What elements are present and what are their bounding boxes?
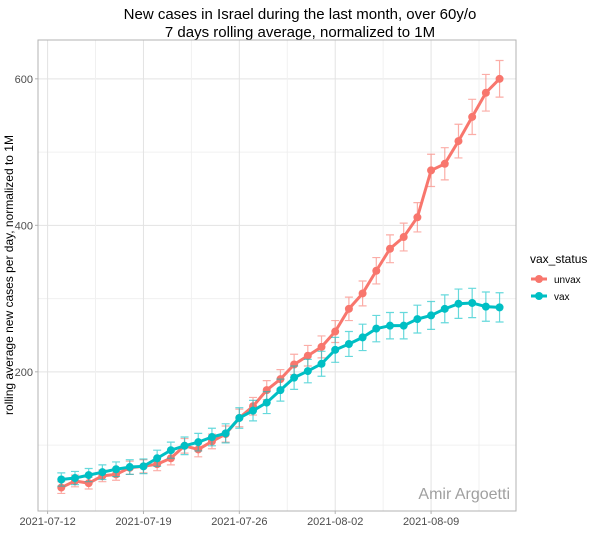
data-point (468, 112, 477, 121)
data-point (303, 367, 312, 376)
data-point (57, 475, 66, 484)
chart-subtitle: 7 days rolling average, normalized to 1M (165, 24, 435, 41)
data-point (221, 429, 230, 438)
data-point (454, 137, 463, 146)
data-point (413, 315, 422, 324)
legend-label: vax (554, 292, 570, 303)
data-point (454, 299, 463, 308)
data-point (344, 339, 353, 348)
legend: vax_status unvax vax (530, 252, 587, 303)
data-point (180, 441, 189, 450)
data-point (344, 304, 353, 313)
data-point (98, 468, 107, 477)
data-point (194, 438, 203, 447)
x-tick-label: 2021-07-19 (115, 516, 171, 528)
panel-border (37, 39, 517, 512)
data-point (385, 321, 394, 330)
data-point (112, 465, 121, 474)
y-tick-label: 600 (15, 74, 33, 86)
data-point (358, 289, 367, 298)
data-point (481, 88, 490, 97)
data-point (262, 398, 271, 407)
series-line-unvax (60, 77, 501, 489)
data-point (303, 351, 312, 360)
data-point (495, 74, 504, 83)
series-unvax (57, 59, 504, 495)
data-point (495, 303, 504, 312)
data-point (413, 213, 422, 222)
data-point (153, 454, 162, 463)
data-point (440, 159, 449, 168)
data-point (317, 342, 326, 351)
data-point (331, 345, 340, 354)
data-point (385, 244, 394, 253)
data-point (70, 474, 79, 483)
data-point (372, 266, 381, 275)
y-tick-label: 400 (15, 220, 33, 232)
x-tick-label: 2021-07-26 (211, 516, 267, 528)
data-point (468, 298, 477, 307)
data-point (358, 333, 367, 342)
data-point (372, 324, 381, 333)
x-tick-label: 2021-07-12 (19, 516, 75, 528)
data-point (399, 321, 408, 330)
data-point (427, 311, 436, 320)
data-point (235, 413, 244, 422)
series-vax (57, 287, 504, 487)
data-point (440, 304, 449, 313)
x-tick-label: 2021-08-09 (403, 516, 459, 528)
data-point (139, 462, 148, 471)
y-tick-label: 200 (15, 367, 33, 379)
legend-key-point (535, 292, 543, 300)
data-point (166, 446, 175, 455)
data-point (317, 359, 326, 368)
legend-label: unvax (554, 275, 581, 286)
x-tick-label: 2021-08-02 (307, 516, 363, 528)
data-point (207, 433, 216, 442)
data-point (399, 233, 408, 242)
chart-title: New cases in Israel during the last mont… (124, 6, 477, 23)
data-point (427, 166, 436, 175)
data-point (125, 463, 134, 472)
legend-title: vax_status (530, 252, 587, 266)
data-point (84, 471, 93, 480)
axes: 200 400 600 2021-07-12 2021-07-19 2021-07-26 2… (15, 74, 460, 528)
data-point (249, 406, 258, 415)
marks (57, 59, 504, 495)
watermark: Amir Argoetti (418, 486, 510, 503)
data-point (481, 302, 490, 311)
data-point (276, 386, 285, 395)
data-point (290, 373, 299, 382)
grid (38, 40, 516, 511)
y-axis-label: rolling average new cases per day, norma… (2, 135, 16, 415)
data-point (331, 327, 340, 336)
legend-key-point (535, 275, 543, 283)
